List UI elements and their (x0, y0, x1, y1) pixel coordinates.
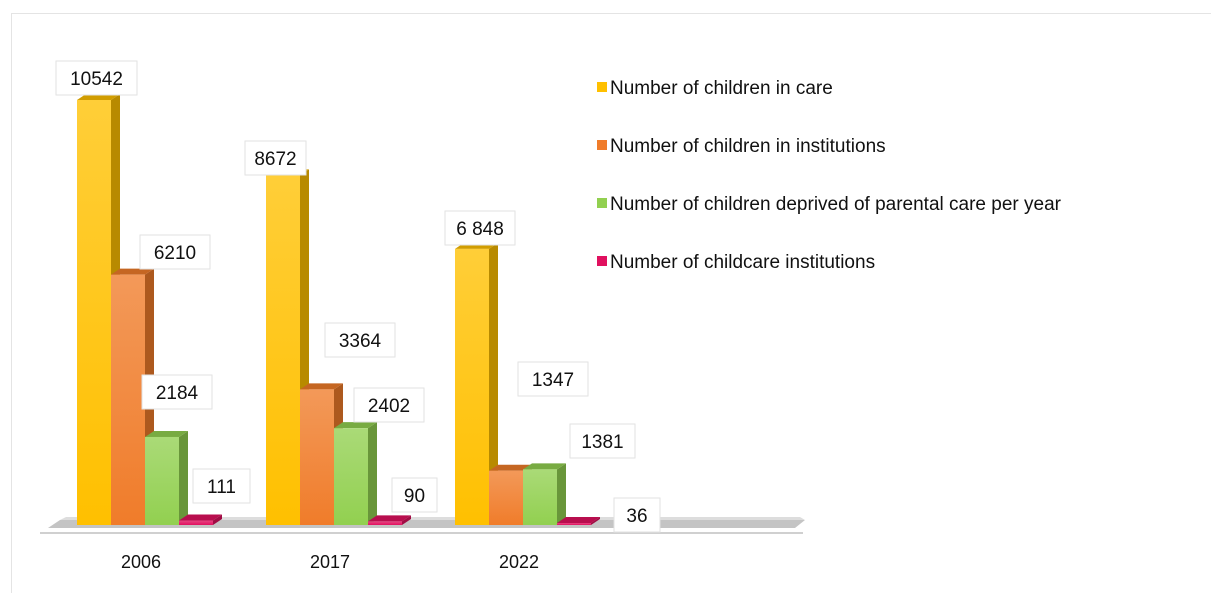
x-tick-2006: 2006 (121, 552, 161, 572)
legend-swatch (597, 82, 607, 92)
value-label-number-of-children-in-care-2006: 10542 (55, 60, 138, 96)
bar-number-of-children-in-care-2022 (455, 242, 498, 526)
x-axis-ticks: 2006 2017 2022 (121, 552, 539, 572)
bar-number-of-children-deprived-of-parental-care-per-year-2017 (334, 422, 377, 525)
svg-text:36: 36 (626, 506, 647, 527)
value-label-number-of-children-in-care-2017: 8672 (244, 140, 307, 176)
legend-item-number-of-children-in-institutions: Number of children in institutions (597, 136, 886, 157)
value-label-number-of-children-in-institutions-2006: 6210 (139, 234, 211, 270)
svg-text:1381: 1381 (581, 432, 623, 453)
x-tick-2017: 2017 (310, 552, 350, 572)
legend-label: Number of children in care (610, 78, 833, 99)
bar-number-of-childcare-institutions-2006 (179, 514, 222, 525)
svg-text:6 848: 6 848 (456, 219, 504, 240)
value-label-number-of-childcare-institutions-2022: 36 (613, 497, 661, 533)
svg-text:2402: 2402 (368, 396, 410, 417)
legend-swatch (597, 198, 607, 208)
bar-number-of-childcare-institutions-2022 (557, 517, 600, 525)
legend-swatch (597, 140, 607, 150)
svg-text:3364: 3364 (339, 331, 382, 352)
value-label-number-of-childcare-institutions-2006: 111 (192, 468, 251, 504)
value-label-number-of-children-deprived-of-parental-care-per-year-2006: 2184 (141, 374, 213, 410)
bar-number-of-children-deprived-of-parental-care-per-year-2006 (145, 430, 188, 525)
value-label-number-of-children-in-care-2022: 6 848 (444, 210, 516, 246)
bar-number-of-childcare-institutions-2017 (368, 515, 411, 525)
legend-item-number-of-childcare-institutions: Number of childcare institutions (597, 252, 875, 273)
svg-text:8672: 8672 (254, 149, 296, 170)
legend-item-number-of-children-deprived-of-parental-care-per-year: Number of children deprived of parental … (597, 194, 1062, 215)
svg-text:90: 90 (404, 486, 425, 507)
value-labels-group: 10542 6210 2184 111 8672 3364 2402 90 6 848 1347 1… (55, 60, 661, 533)
legend: Number of children in care Number of chil… (597, 78, 1062, 273)
legend-label: Number of children deprived of parental … (610, 194, 1062, 215)
value-label-number-of-childcare-institutions-2017: 90 (391, 477, 438, 513)
legend-swatch (597, 256, 607, 266)
value-label-number-of-children-deprived-of-parental-care-per-year-2022: 1381 (569, 423, 636, 459)
bars-group (77, 94, 600, 526)
bar-number-of-children-deprived-of-parental-care-per-year-2022 (523, 463, 566, 525)
x-tick-2022: 2022 (499, 552, 539, 572)
svg-text:2184: 2184 (156, 383, 199, 404)
chart-frame (11, 13, 1211, 593)
svg-text:1347: 1347 (532, 370, 574, 391)
legend-item-number-of-children-in-care: Number of children in care (597, 78, 833, 99)
svg-text:10542: 10542 (70, 69, 123, 90)
bar-number-of-children-in-care-2017 (266, 169, 309, 525)
svg-text:6210: 6210 (154, 243, 196, 264)
svg-text:111: 111 (207, 477, 236, 498)
value-label-number-of-children-in-institutions-2022: 1347 (517, 361, 589, 397)
value-label-number-of-children-deprived-of-parental-care-per-year-2017: 2402 (353, 387, 425, 423)
value-label-number-of-children-in-institutions-2017: 3364 (324, 322, 396, 358)
legend-label: Number of children in institutions (610, 136, 886, 157)
legend-label: Number of childcare institutions (610, 252, 875, 273)
